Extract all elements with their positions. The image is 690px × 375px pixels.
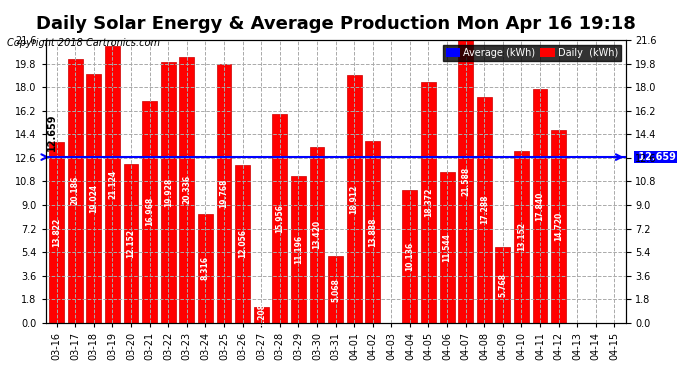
Text: 11.196: 11.196 <box>294 235 303 264</box>
Bar <box>514 151 529 323</box>
Legend: Average (kWh), Daily  (kWh): Average (kWh), Daily (kWh) <box>442 45 621 61</box>
Bar <box>495 247 511 323</box>
Text: 19.024: 19.024 <box>90 184 99 213</box>
Bar <box>254 307 268 323</box>
Bar <box>402 190 417 323</box>
Bar <box>421 82 436 323</box>
Bar <box>458 40 473 323</box>
Bar <box>365 141 380 323</box>
Bar <box>440 172 455 323</box>
Bar <box>198 214 213 323</box>
Text: 20.186: 20.186 <box>71 176 80 205</box>
Title: Daily Solar Energy & Average Production Mon Apr 16 19:18: Daily Solar Energy & Average Production … <box>36 15 635 33</box>
Bar <box>161 62 176 323</box>
Text: Copyright 2018 Cartronics.com: Copyright 2018 Cartronics.com <box>7 38 160 48</box>
Bar <box>533 89 547 323</box>
Text: 11.544: 11.544 <box>442 233 451 262</box>
Text: 20.336: 20.336 <box>182 175 191 204</box>
Text: 21.588: 21.588 <box>461 167 470 196</box>
Text: 12.659: 12.659 <box>48 113 57 150</box>
Text: 14.720: 14.720 <box>554 212 563 241</box>
Bar <box>235 165 250 323</box>
Text: 12.056: 12.056 <box>238 230 247 258</box>
Bar <box>49 142 64 323</box>
Text: 1.208: 1.208 <box>257 303 266 327</box>
Bar <box>551 130 566 323</box>
Text: 5.068: 5.068 <box>331 278 340 302</box>
Text: 19.768: 19.768 <box>219 179 228 208</box>
Bar <box>291 176 306 323</box>
Text: 5.768: 5.768 <box>498 273 507 297</box>
Bar <box>68 58 83 323</box>
Text: 18.912: 18.912 <box>350 184 359 214</box>
Text: 13.888: 13.888 <box>368 217 377 247</box>
Text: 15.956: 15.956 <box>275 204 284 233</box>
Bar <box>142 101 157 323</box>
Bar <box>346 75 362 323</box>
Text: 13.822: 13.822 <box>52 217 61 247</box>
Text: 18.372: 18.372 <box>424 188 433 217</box>
Bar <box>310 147 324 323</box>
Text: 16.968: 16.968 <box>145 197 154 226</box>
Bar <box>86 74 101 323</box>
Bar <box>477 96 492 323</box>
Text: 13.420: 13.420 <box>313 220 322 249</box>
Text: 12.659: 12.659 <box>635 152 676 162</box>
Text: 17.288: 17.288 <box>480 195 489 224</box>
Bar <box>273 114 287 323</box>
Text: 17.840: 17.840 <box>535 191 544 221</box>
Text: 21.124: 21.124 <box>108 170 117 199</box>
Text: 12.152: 12.152 <box>126 229 135 258</box>
Bar <box>179 57 195 323</box>
Bar <box>105 46 120 323</box>
Text: 10.136: 10.136 <box>406 242 415 271</box>
Text: 19.928: 19.928 <box>164 178 172 207</box>
Bar <box>328 256 343 323</box>
Text: 13.152: 13.152 <box>517 222 526 251</box>
Bar <box>124 164 139 323</box>
Bar <box>217 64 231 323</box>
Text: 8.316: 8.316 <box>201 256 210 280</box>
